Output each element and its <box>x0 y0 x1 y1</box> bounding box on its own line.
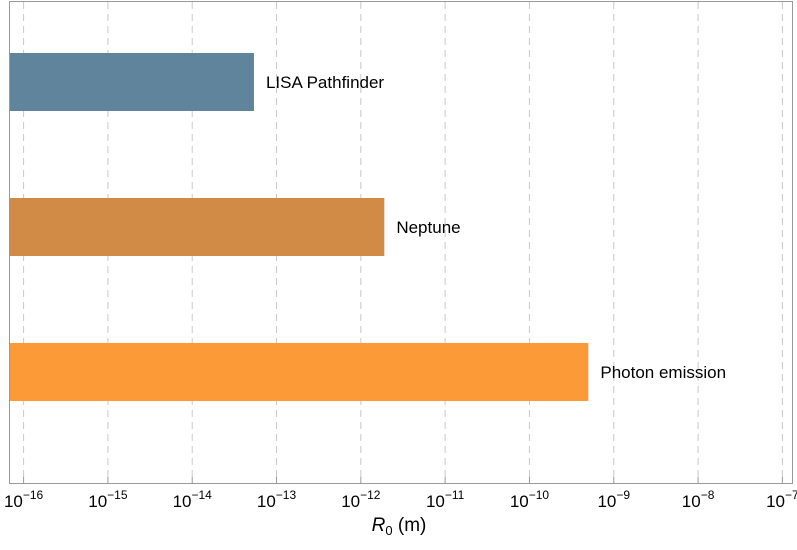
bar <box>10 198 385 256</box>
x-tick-label: 10−8 <box>682 488 715 511</box>
tick-exponent: −7 <box>785 488 797 502</box>
x-tick-label: 10−14 <box>173 488 213 511</box>
tick-exponent: −12 <box>360 488 381 502</box>
x-axis-unit: (m) <box>393 515 427 536</box>
tick-base: 10 <box>257 492 276 511</box>
x-tick-label: 10−7 <box>766 488 797 511</box>
tick-base: 10 <box>173 492 192 511</box>
bars: LISA Pathfinder Neptune Photon emission <box>10 53 726 401</box>
tick-exponent: −10 <box>529 488 550 502</box>
x-tick-label: 10−12 <box>341 488 381 511</box>
tick-exponent: −11 <box>445 488 465 502</box>
bar-label: LISA Pathfinder <box>266 73 384 92</box>
x-tick-label: 10−15 <box>88 488 128 511</box>
tick-base: 10 <box>510 492 529 511</box>
tick-exponent: −13 <box>276 488 297 502</box>
tick-base: 10 <box>597 492 616 511</box>
tick-base: 10 <box>426 492 445 511</box>
x-axis-title: R0 (m) <box>372 515 427 538</box>
x-tick-label: 10−11 <box>426 488 465 511</box>
x-tick-label: 10−16 <box>4 488 44 511</box>
tick-exponent: −16 <box>23 488 44 502</box>
x-axis-subscript: 0 <box>385 523 392 538</box>
x-tick-label: 10−9 <box>597 488 630 511</box>
tick-exponent: −8 <box>701 488 715 502</box>
x-tick-label: 10−13 <box>257 488 297 511</box>
tick-base: 10 <box>4 492 23 511</box>
tick-exponent: −14 <box>191 488 212 502</box>
tick-exponent: −9 <box>616 488 630 502</box>
tick-base: 10 <box>766 492 785 511</box>
tick-exponent: −15 <box>107 488 128 502</box>
bar <box>10 53 254 111</box>
tick-base: 10 <box>341 492 360 511</box>
x-axis-symbol: R <box>372 515 386 536</box>
x-axis-tick-labels: 10−16 10−15 10−14 10−13 10−12 10−11 10−10 10−9 1… <box>4 488 797 511</box>
bar-label: Photon emission <box>600 363 726 382</box>
x-tick-label: 10−10 <box>510 488 550 511</box>
bar-label: Neptune <box>396 218 460 237</box>
tick-base: 10 <box>88 492 107 511</box>
plot-frame <box>9 1 793 484</box>
tick-base: 10 <box>682 492 701 511</box>
x-axis-ticks <box>23 477 783 483</box>
bar <box>10 343 589 401</box>
